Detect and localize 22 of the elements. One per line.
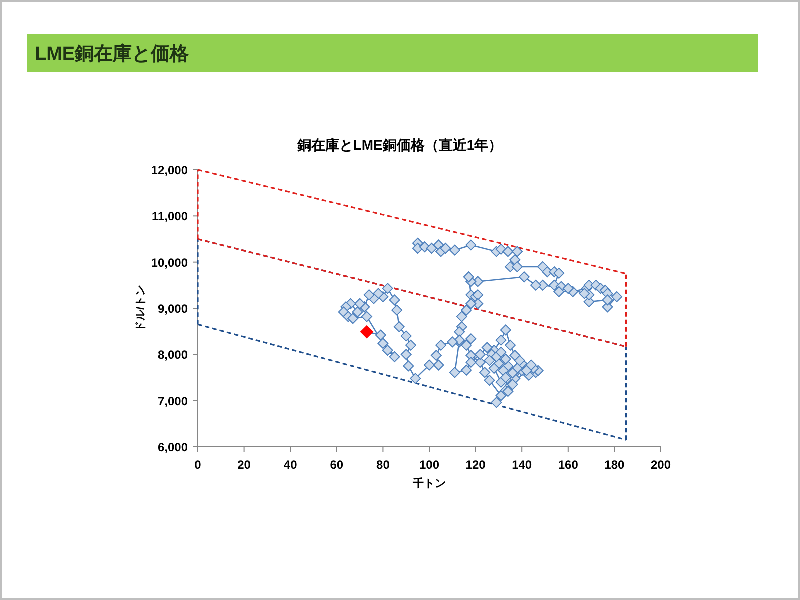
x-tick-label: 180 xyxy=(604,458,625,472)
y-tick-label: 7,000 xyxy=(158,394,188,408)
x-tick-label: 120 xyxy=(466,458,486,472)
x-tick-label: 20 xyxy=(238,458,251,472)
x-tick-label: 160 xyxy=(558,458,578,472)
chart-title: 銅在庫とLME銅価格（直近1年） xyxy=(297,137,503,153)
y-tick-label: 11,000 xyxy=(152,210,188,224)
x-tick-label: 60 xyxy=(330,458,344,472)
ylabel: ドル/トン xyxy=(135,284,147,332)
y-tick-label: 10,000 xyxy=(151,256,188,270)
y-tick-label: 8,000 xyxy=(158,348,188,362)
xlabel: 千トン xyxy=(413,478,446,490)
x-tick-label: 40 xyxy=(284,458,298,472)
y-tick-label: 6,000 xyxy=(158,440,188,454)
y-tick-label: 9,000 xyxy=(158,302,188,316)
x-tick-label: 80 xyxy=(376,458,390,472)
x-tick-label: 140 xyxy=(512,458,532,472)
x-tick-label: 200 xyxy=(650,458,672,472)
title: LME銅在庫と価格 xyxy=(35,44,190,65)
y-tick-label: 12,000 xyxy=(151,164,188,178)
x-tick-label: 100 xyxy=(419,458,440,472)
x-tick-label: 0 xyxy=(194,458,202,472)
